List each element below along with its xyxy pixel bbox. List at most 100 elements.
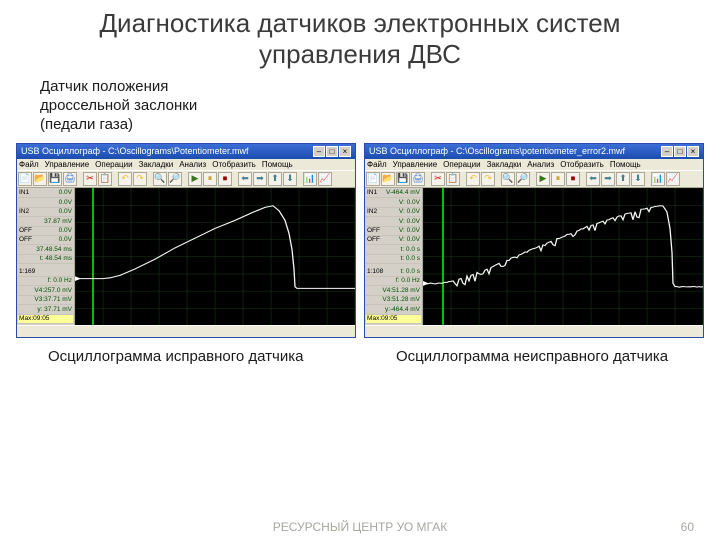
toolbar-button[interactable]: 🔍 <box>501 172 515 186</box>
window-titlebar: USB Осциллограф - C:\Oscillograms\Potent… <box>17 144 355 159</box>
toolbar-button[interactable]: ⬅ <box>238 172 252 186</box>
subtitle-line: (педали газа) <box>40 116 720 135</box>
toolbar-button[interactable]: ⏸ <box>203 172 217 186</box>
toolbar-button[interactable]: ⏸ <box>551 172 565 186</box>
toolbar-button[interactable]: ↶ <box>118 172 132 186</box>
toolbar-button[interactable]: ⬆ <box>268 172 282 186</box>
menu-item[interactable]: Файл <box>367 160 387 169</box>
window-title: USB Осциллограф - C:\Oscillograms\potent… <box>369 146 625 156</box>
toolbar-button[interactable]: 📈 <box>318 172 332 186</box>
menu-item[interactable]: Управление <box>45 160 89 169</box>
toolbar-button[interactable]: ⬅ <box>586 172 600 186</box>
menu-item[interactable]: Отобразить <box>212 160 256 169</box>
toolbar-button[interactable]: 📊 <box>303 172 317 186</box>
side-panel-row: V3:51.28 mV <box>366 296 421 305</box>
toolbar-button <box>531 172 535 186</box>
window-controls: –□× <box>312 146 351 157</box>
toolbar-button[interactable]: 💾 <box>396 172 410 186</box>
toolbar-button[interactable]: ✂ <box>83 172 97 186</box>
side-panel-tag: Мах:09:05 <box>18 315 73 324</box>
toolbar-button[interactable]: ⏹ <box>566 172 580 186</box>
close-button[interactable]: × <box>339 146 351 157</box>
footer-text: РЕСУРСНЫЙ ЦЕНТР УО МГАК <box>0 520 720 534</box>
toolbar-button[interactable]: 📄 <box>366 172 380 186</box>
toolbar-button[interactable]: 📂 <box>33 172 47 186</box>
toolbar-button[interactable]: 🔎 <box>516 172 530 186</box>
side-panel-row: t: 0.0 s <box>366 245 421 254</box>
toolbar-button <box>646 172 650 186</box>
toolbar-button[interactable]: ⏹ <box>218 172 232 186</box>
menu-item[interactable]: Управление <box>393 160 437 169</box>
window-title: USB Осциллограф - C:\Oscillograms\Potent… <box>21 146 249 156</box>
toolbar-button[interactable]: 📂 <box>381 172 395 186</box>
toolbar-button[interactable]: ▶ <box>536 172 550 186</box>
toolbar-button[interactable]: 📄 <box>18 172 32 186</box>
menu-item[interactable]: Анализ <box>527 160 554 169</box>
menu-item[interactable]: Операции <box>443 160 480 169</box>
side-panel-row: IN2V: 0.0V <box>366 208 421 217</box>
statusbar <box>365 325 703 337</box>
toolbar-button[interactable]: ➡ <box>601 172 615 186</box>
maximize-button[interactable]: □ <box>326 146 338 157</box>
oscilloscope-display <box>75 188 355 326</box>
minimize-button[interactable]: – <box>313 146 325 157</box>
oscilloscope-window-bad: USB Осциллограф - C:\Oscillograms\potent… <box>364 143 704 339</box>
menubar: Файл Управление Операции Закладки Анализ Отоб… <box>17 159 355 170</box>
panels-row: USB Осциллограф - C:\Oscillograms\Potent… <box>0 135 720 339</box>
toolbar-button[interactable]: 🔎 <box>168 172 182 186</box>
menu-item[interactable]: Отобразить <box>560 160 604 169</box>
caption-bad: Осциллограмма неисправного датчика <box>396 348 704 366</box>
side-panel-row: OFF0.0V <box>18 227 73 236</box>
toolbar-button <box>183 172 187 186</box>
side-panel-row: V: 0.0V <box>366 198 421 207</box>
toolbar-button[interactable]: ➡ <box>253 172 267 186</box>
work-area: IN1V-464.4 mVV: 0.0VIN2V: 0.0VV: 0.0VOFF… <box>365 188 703 326</box>
side-panel: IN10.0V0.0VIN20.0V37.87 mVOFF0.0VOFF0.0V… <box>17 188 75 326</box>
toolbar-button[interactable]: 📋 <box>446 172 460 186</box>
toolbar-button[interactable]: ↷ <box>133 172 147 186</box>
toolbar-button[interactable]: ↶ <box>466 172 480 186</box>
menu-item[interactable]: Анализ <box>179 160 206 169</box>
toolbar-button[interactable]: 💾 <box>48 172 62 186</box>
toolbar-button[interactable]: 📋 <box>98 172 112 186</box>
side-panel-row: OFF0.0V <box>18 236 73 245</box>
toolbar-button[interactable]: 🖨 <box>411 172 425 186</box>
toolbar-button[interactable]: ↷ <box>481 172 495 186</box>
toolbar-button[interactable]: ⬇ <box>631 172 645 186</box>
side-panel-row: OFFV: 0.0V <box>366 227 421 236</box>
toolbar-button[interactable]: ⬇ <box>283 172 297 186</box>
side-panel-row: f: 0.0 Hz <box>18 277 73 286</box>
side-panel-row: IN1V-464.4 mV <box>366 189 421 198</box>
toolbar-button <box>78 172 82 186</box>
menu-item[interactable]: Помощь <box>610 160 641 169</box>
toolbar-button[interactable]: 📊 <box>651 172 665 186</box>
subtitle-line: Датчик положения <box>40 78 720 97</box>
toolbar-button <box>113 172 117 186</box>
menu-item[interactable]: Операции <box>95 160 132 169</box>
close-button[interactable]: × <box>687 146 699 157</box>
subtitle: Датчик положения дроссельной заслонки (п… <box>0 70 720 134</box>
side-panel-row: OFFV: 0.0V <box>366 236 421 245</box>
menu-item[interactable]: Помощь <box>262 160 293 169</box>
side-panel-row: V4:51.28 mV <box>366 286 421 295</box>
side-panel-row: y: 37.71 mV <box>18 305 73 314</box>
toolbar-button[interactable]: ✂ <box>431 172 445 186</box>
toolbar: 📄📂💾🖨 ✂📋 ↶↷ 🔍🔎 ▶⏸⏹ ⬅➡⬆⬇ 📊📈 <box>365 170 703 188</box>
side-panel-row: t: 0.0 s <box>366 255 421 264</box>
toolbar-button[interactable]: 🖨 <box>63 172 77 186</box>
statusbar <box>17 325 355 337</box>
maximize-button[interactable]: □ <box>674 146 686 157</box>
side-panel-row: 0.0V <box>18 198 73 207</box>
menu-item[interactable]: Закладки <box>139 160 174 169</box>
minimize-button[interactable]: – <box>661 146 673 157</box>
menu-item[interactable]: Файл <box>19 160 39 169</box>
side-panel-row: IN20.0V <box>18 208 73 217</box>
side-panel-tag: Мах:09:05 <box>366 315 421 324</box>
menu-item[interactable]: Закладки <box>487 160 522 169</box>
side-panel-row: y:-464.4 mV <box>366 305 421 314</box>
toolbar-button[interactable]: 📈 <box>666 172 680 186</box>
toolbar-button[interactable]: 🔍 <box>153 172 167 186</box>
toolbar-button[interactable]: ▶ <box>188 172 202 186</box>
toolbar-button <box>298 172 302 186</box>
toolbar-button[interactable]: ⬆ <box>616 172 630 186</box>
